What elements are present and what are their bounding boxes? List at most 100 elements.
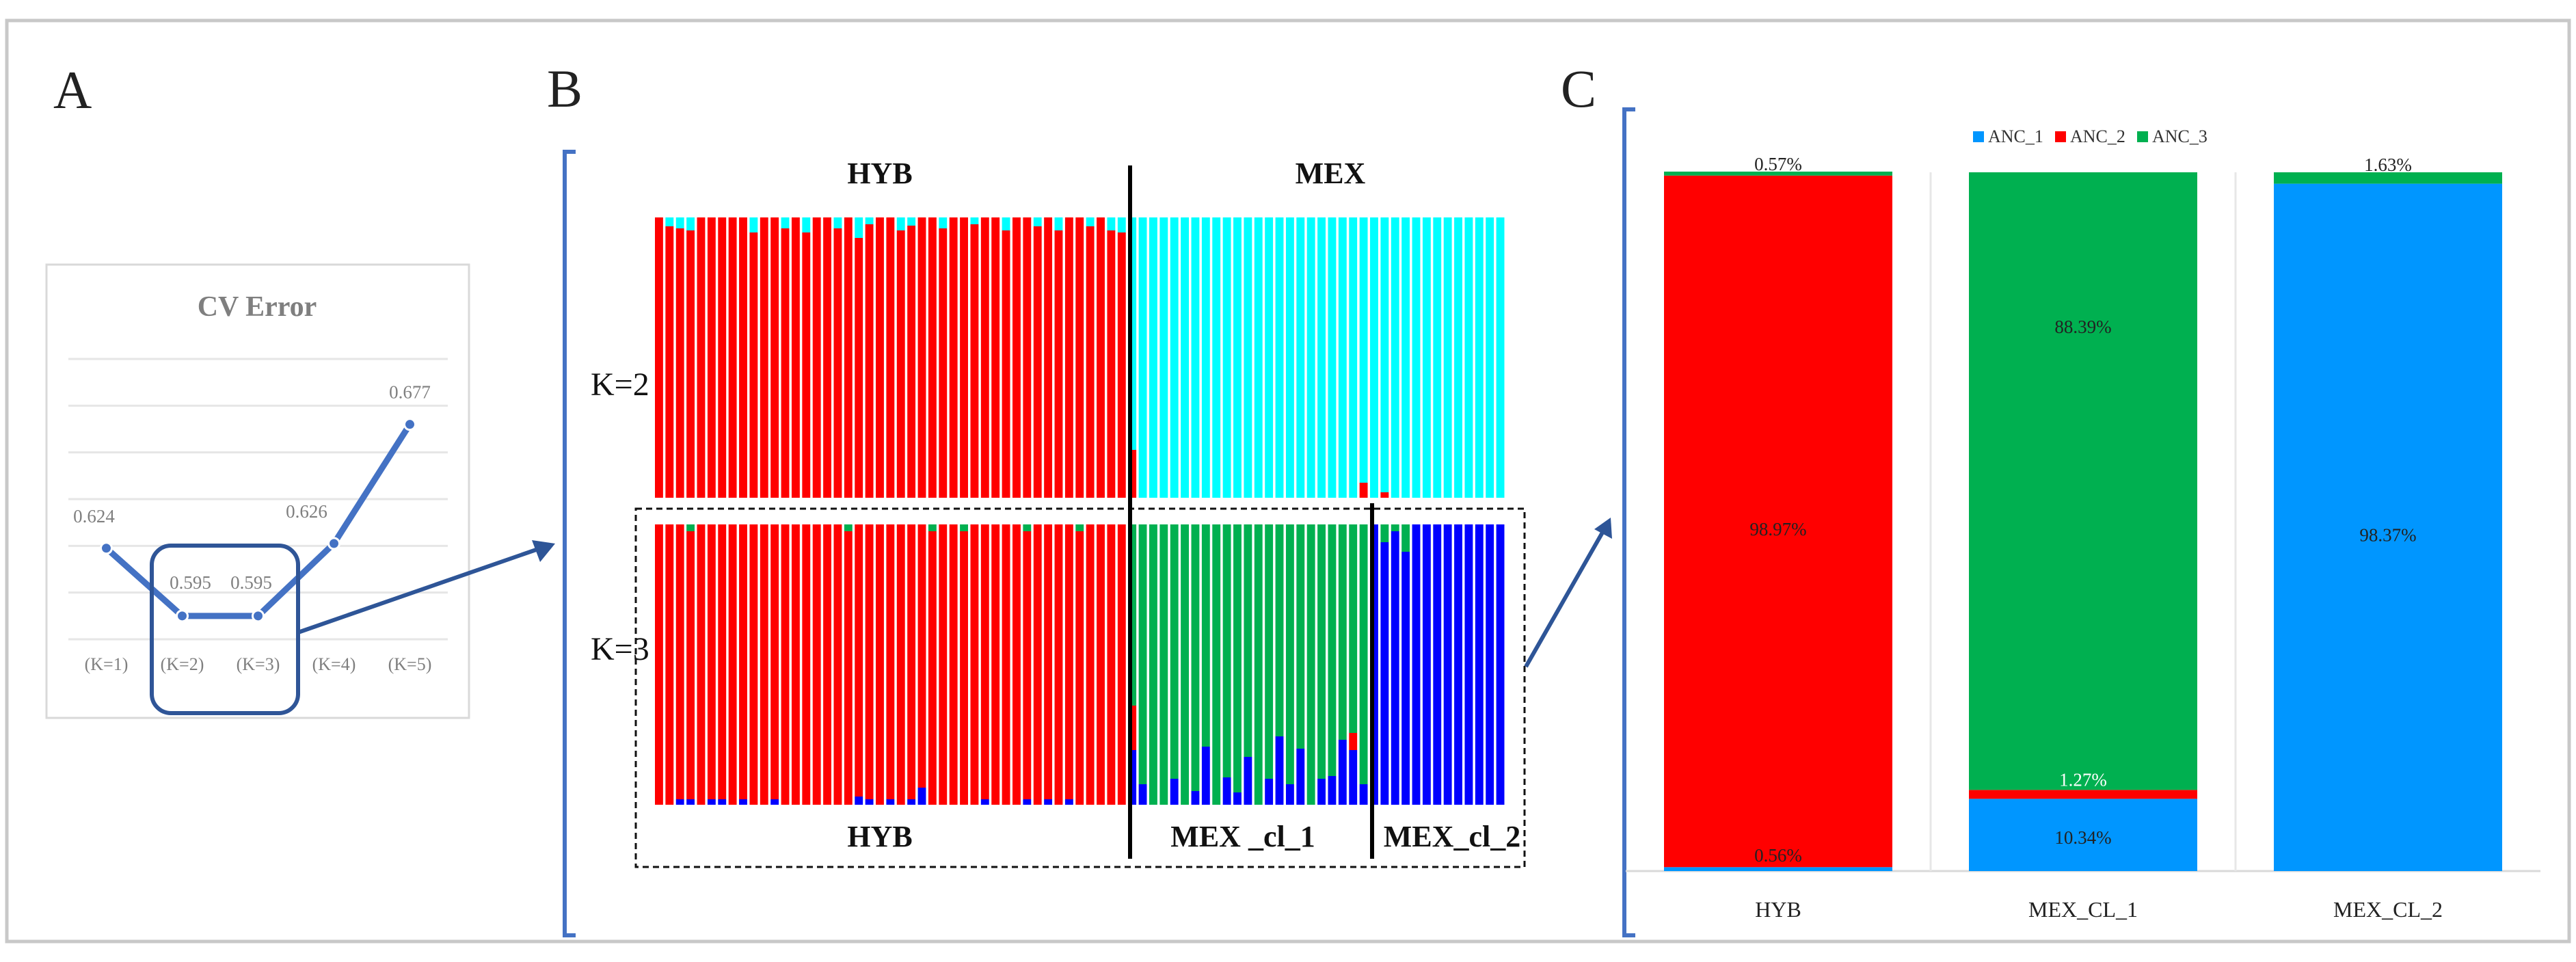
k3-anc-red-segment: [728, 524, 737, 805]
ancestry-data-label: 10.34%: [2054, 827, 2111, 848]
bracket-b: [563, 150, 576, 937]
k2-anc-red-segment: [1054, 230, 1063, 498]
cv-error-chart-area: [45, 263, 470, 719]
k3-anc-red-segment: [1349, 733, 1358, 750]
k2-anc-red-segment: [1002, 230, 1010, 498]
ancestry-bars: [1664, 171, 2502, 872]
k3-anc-green-segment: [1317, 524, 1326, 779]
cv-error-x-tick: (K=1): [85, 654, 129, 674]
k3-anc-red-segment: [1023, 531, 1032, 799]
k3-anc-blue-segment: [707, 799, 716, 805]
k3-anc-red-segment: [1044, 524, 1053, 799]
cv-error-data-label: 0.624: [73, 506, 115, 526]
k2-anc-red-segment: [791, 217, 800, 498]
k3-anc-green-segment: [1075, 524, 1084, 531]
k2-anc-red-segment: [907, 226, 916, 498]
k3-anc-blue-segment: [1191, 791, 1200, 805]
k2-anc-cyan-segment: [1391, 217, 1399, 498]
k3-anc-green-segment: [960, 524, 968, 531]
k2-anc-cyan-segment: [1128, 217, 1137, 450]
k3-anc-red-segment: [749, 524, 758, 805]
row-label-k3: K=3: [591, 631, 649, 667]
k2-anc-cyan-segment: [1170, 217, 1179, 498]
k3-anc-red-segment: [833, 524, 842, 805]
k3-individual-bars: [655, 524, 1505, 805]
k2-anc-cyan-segment: [1181, 217, 1190, 498]
k3-anc-green-segment: [1181, 524, 1190, 805]
cv-error-data-label: 0.677: [389, 382, 431, 403]
ancestry-data-label: 0.57%: [1754, 154, 1802, 174]
ancestry-bar-anc_3: [1969, 172, 2197, 790]
k3-anc-blue-segment: [1391, 531, 1399, 805]
k3-group-label-mex-cl-1: MEX _cl_1: [1170, 820, 1315, 853]
k2-anc-red-segment: [1107, 230, 1116, 498]
ancestry-bar-anc_2: [1969, 790, 2197, 799]
k3-group-label-hyb: HYB: [847, 820, 912, 853]
k3-anc-green-segment: [1391, 524, 1399, 531]
k2-anc-cyan-segment: [781, 217, 790, 228]
k2-anc-red-segment: [1064, 217, 1073, 498]
k3-anc-blue-segment: [980, 799, 989, 805]
k2-anc-red-segment: [876, 217, 884, 498]
k3-anc-green-segment: [1201, 524, 1210, 747]
cv-error-point: [252, 609, 265, 623]
k2-anc-red-segment: [728, 217, 737, 498]
k2-anc-red-segment: [1380, 492, 1389, 498]
ancestry-category-label: HYB: [1755, 897, 1801, 922]
cv-error-data-label: 0.626: [286, 501, 327, 522]
k2-anc-red-segment: [686, 230, 695, 498]
k2-anc-red-segment: [718, 217, 727, 498]
k2-anc-red-segment: [1086, 226, 1095, 498]
k2-anc-cyan-segment: [1149, 217, 1157, 498]
k2-anc-red-segment: [1044, 217, 1053, 498]
ancestry-data-label: 1.27%: [2059, 769, 2107, 790]
k2-anc-cyan-segment: [907, 217, 916, 226]
k2-anc-cyan-segment: [686, 217, 695, 230]
k2-anc-cyan-segment: [665, 217, 674, 226]
ancestry-panel: ANC_1 ANC_2 ANC_3 0.56% 98.97% 0.57% HYB 10.34…: [1622, 107, 2540, 937]
k2-anc-cyan-segment: [1475, 217, 1484, 498]
k3-anc-red-segment: [1064, 524, 1073, 799]
k3-anc-green-segment: [1244, 524, 1252, 757]
k2-anc-cyan-segment: [1380, 217, 1389, 492]
k2-anc-cyan-segment: [1275, 217, 1284, 498]
k2-anc-red-segment: [739, 217, 747, 498]
k2-anc-cyan-segment: [1296, 217, 1305, 498]
k3-anc-blue-segment: [907, 799, 916, 805]
structure-panel: K=2 K=3 HYB MEX HYB MEX _cl_1 MEX_cl_2: [563, 150, 1526, 937]
legend-swatch: [2137, 131, 2148, 142]
k3-anc-green-segment: [1306, 524, 1315, 805]
k2-anc-red-segment: [760, 217, 768, 498]
k3-anc-blue-segment: [1328, 776, 1337, 805]
k2-anc-cyan-segment: [1265, 217, 1274, 498]
arrow-b-to-c: [1524, 518, 1612, 668]
k2-anc-red-segment: [1128, 450, 1137, 498]
k2-anc-red-segment: [823, 217, 832, 498]
k2-anc-red-segment: [844, 217, 853, 498]
k3-anc-red-segment: [686, 531, 695, 799]
k3-anc-blue-segment: [1464, 524, 1473, 805]
k3-anc-green-segment: [1328, 524, 1337, 776]
k2-anc-red-segment: [697, 217, 706, 498]
k3-anc-green-segment: [1138, 524, 1147, 784]
k2-anc-cyan-segment: [1359, 217, 1368, 483]
k2-anc-cyan-segment: [802, 217, 811, 232]
k3-anc-blue-segment: [1496, 524, 1505, 805]
k2-anc-cyan-segment: [896, 217, 905, 230]
k2-anc-cyan-segment: [1486, 217, 1494, 498]
legend-label: ANC_2: [2070, 126, 2125, 146]
k3-anc-blue-segment: [1275, 736, 1284, 805]
k2-anc-cyan-segment: [1422, 217, 1431, 498]
ancestry-bar-anc_2: [1664, 175, 1892, 868]
k3-anc-green-segment: [1023, 524, 1032, 531]
k3-anc-red-segment: [949, 524, 958, 805]
k3-anc-blue-segment: [865, 799, 874, 805]
k2-anc-cyan-segment: [833, 217, 842, 228]
k3-anc-green-segment: [1222, 524, 1231, 777]
k2-anc-cyan-segment: [1244, 217, 1252, 498]
k3-anc-green-segment: [1254, 524, 1263, 805]
k3-anc-green-segment: [1275, 524, 1284, 736]
k3-anc-blue-segment: [718, 799, 727, 805]
k3-anc-green-segment: [1159, 524, 1168, 805]
